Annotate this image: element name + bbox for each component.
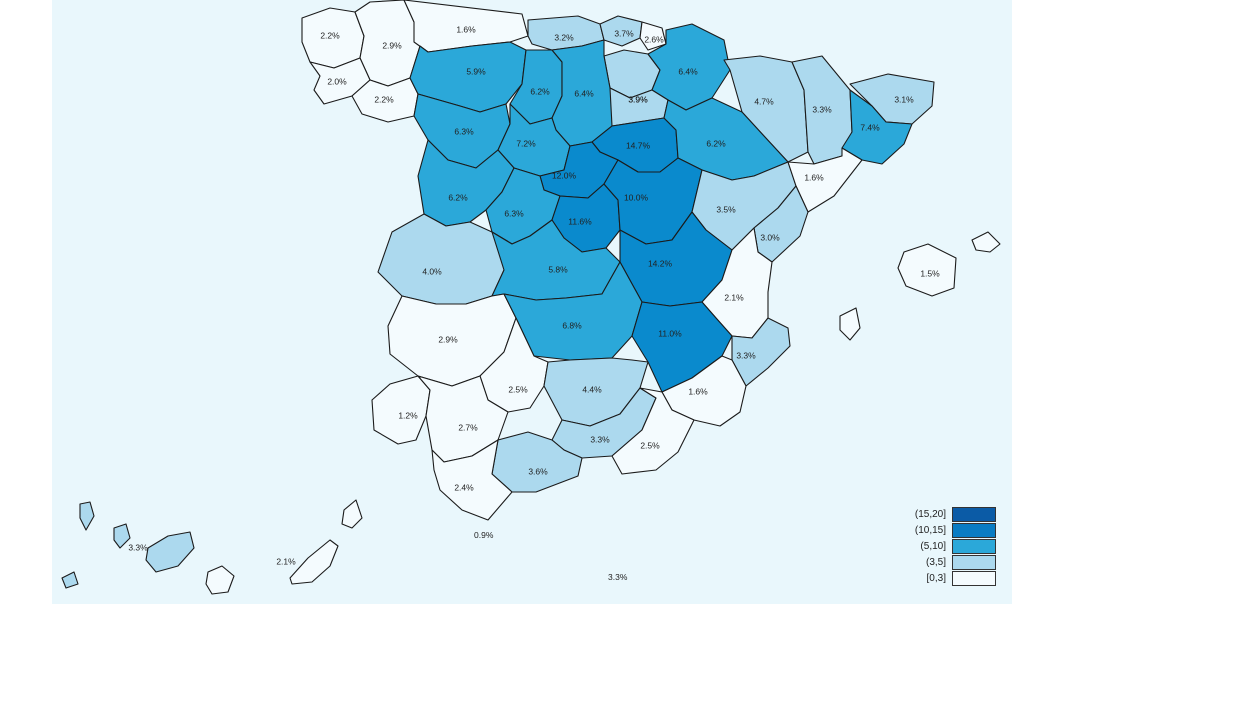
region-value-label: 3.9% [628,94,648,104]
region-cadiz [431,439,513,521]
region-value-label: 7.4% [860,122,880,132]
region-value-label: 3.9% [628,94,648,104]
region-value-label: 2.7% [458,422,478,432]
region-value-label: 14.2% [648,258,673,268]
region-huesca [723,55,809,163]
region-gipuzkoa [639,21,667,51]
legend-swatch [952,522,996,538]
legend-row: (3,5] [892,554,996,570]
region-value-label: 2.9% [438,334,458,344]
region-value-label: 3.3% [128,542,148,552]
legend-row: [0,3] [892,570,996,586]
legend: (15,20] (10,15] (5,10] (3,5] [0,3] [892,506,996,586]
legend-row: (15,20] [892,506,996,522]
ceuta-label: 0.9% [474,530,494,540]
region-value-label: 1.6% [456,24,476,34]
region-value-label: 14.7% [626,140,651,150]
region-value-label: 3.6% [528,466,548,476]
region-santa-cruz-tenerife [145,531,195,573]
legend-swatch [952,506,996,522]
region-value-label: 5.9% [466,66,486,76]
region-value-label: 3.3% [590,434,610,444]
region-value-label: 12.0% [552,170,577,180]
region-value-label: 4.7% [754,96,774,106]
region-barcelona [841,89,913,165]
region-value-label: 1.5% [920,268,940,278]
region-value-label: 5.8% [548,264,568,274]
legend-swatch [952,570,996,586]
region-baleares [839,307,861,341]
region-value-label: 2.4% [454,482,474,492]
region-value-label: 2.0% [327,76,347,86]
legend-label: (3,5] [925,556,946,568]
region-almeria [611,387,695,475]
region-value-label: 6.3% [454,126,474,136]
region-las-palmas [205,565,235,595]
legend-swatch [952,538,996,554]
region-value-label: 2.1% [276,556,296,566]
legend-row: (10,15] [892,522,996,538]
region-value-label: 4.4% [582,384,602,394]
region-value-label: 6.4% [574,88,594,98]
legend-label: (15,20] [914,508,946,520]
region-alicante [731,317,791,387]
legend-label: (10,15] [914,524,946,536]
region-value-label: 2.9% [382,40,402,50]
region-value-label: 2.1% [724,292,744,302]
region-value-label: 1.2% [398,410,418,420]
region-value-label: 1.6% [688,386,708,396]
region-value-label: 6.4% [678,66,698,76]
region-value-label: 6.2% [706,138,726,148]
regions-layer [61,0,1001,595]
region-las-palmas [341,499,363,529]
legend-label: (5,10] [920,540,946,552]
region-value-label: 4.0% [422,266,442,276]
labels-layer: 2.2% 2.9% 2.0% 2.2% 1.6% 3.2% 3.7% 2.6% 3.9% 6.4%… [128,24,940,566]
legend-label: [0,3] [926,572,946,584]
region-value-label: 1.6% [804,172,824,182]
legend-row: (5,10] [892,538,996,554]
region-value-label: 7.2% [516,138,536,148]
region-value-label: 11.6% [568,216,592,226]
region-value-label: 2.2% [320,30,340,40]
region-santa-cruz-tenerife [61,571,79,589]
legend-swatch [952,554,996,570]
spain-province-map: 2.2% 2.9% 2.0% 2.2% 1.6% 3.2% 3.7% 2.6% 3.9% 6.4%… [61,0,1001,595]
region-santa-cruz-tenerife [79,501,95,531]
region-value-label: 3.5% [716,204,736,214]
region-value-label: 3.1% [894,94,914,104]
map-panel: 2.2% 2.9% 2.0% 2.2% 1.6% 3.2% 3.7% 2.6% 3.9% 6.4%… [52,0,1012,604]
region-baleares [897,243,957,297]
region-baleares [971,231,1001,253]
region-value-label: 6.2% [448,192,468,202]
region-value-label: 3.3% [736,350,756,360]
region-value-label: 2.5% [640,440,660,450]
region-value-label: 10.0% [624,192,649,202]
region-value-label: 2.5% [508,384,528,394]
region-santa-cruz-tenerife [113,523,131,549]
region-value-label: 3.7% [614,28,634,38]
region-value-label: 6.8% [562,320,582,330]
region-value-label: 3.2% [554,32,574,42]
region-value-label: 2.6% [644,34,664,44]
region-las-palmas [289,539,339,585]
region-value-label: 11.0% [658,328,682,338]
region-value-label: 3.0% [760,232,780,242]
region-value-label: 6.3% [504,208,524,218]
region-value-label: 2.2% [374,94,394,104]
region-value-label: 3.3% [812,104,832,114]
melilla-label: 3.3% [608,572,628,582]
region-value-label: 6.2% [530,86,550,96]
